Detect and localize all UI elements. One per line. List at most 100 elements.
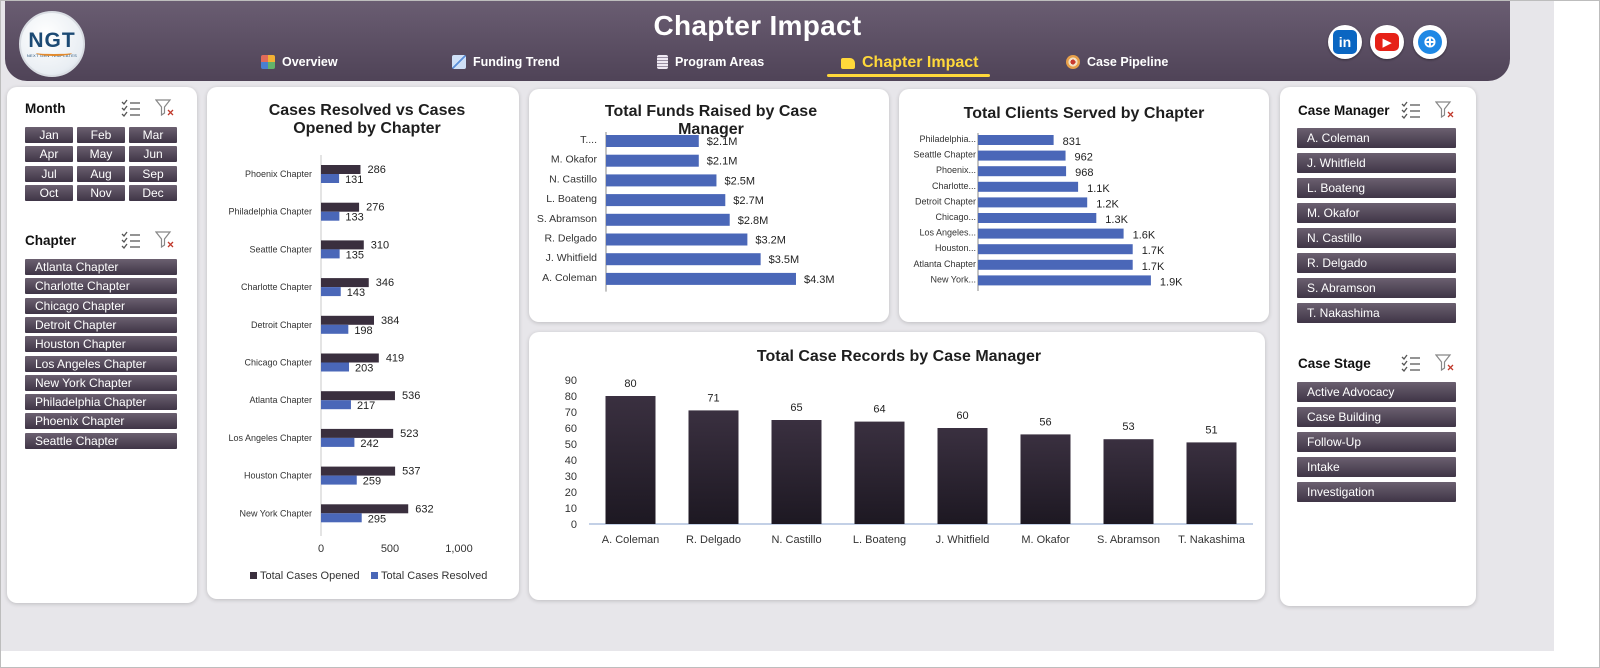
company-logo: NGT NEXT GEN TEMPLATES [19, 11, 85, 77]
month-item-sep[interactable]: Sep [129, 165, 177, 182]
bar-clients [978, 228, 1124, 239]
right-slicer-panel: Case Manager A. Coleman J. Whitfield L. Bo… [1280, 87, 1476, 606]
month-item-dec[interactable]: Dec [129, 184, 177, 201]
dashboard-canvas: NGT NEXT GEN TEMPLATES Chapter Impact Ov… [1, 1, 1554, 651]
multi-select-icon[interactable] [121, 99, 141, 117]
multi-select-icon[interactable] [1401, 101, 1421, 119]
month-item-jul[interactable]: Jul [25, 165, 73, 182]
data-label: 56 [1039, 416, 1051, 428]
bar-cases-resolved [321, 362, 350, 372]
chapter-item[interactable]: Detroit Chapter [25, 316, 177, 333]
category-label: Philadelphia... [919, 134, 976, 144]
case-stage-item[interactable]: Case Building [1297, 407, 1456, 427]
youtube-icon: ▶ [1375, 33, 1399, 51]
chapter-slicer-tools [121, 231, 175, 249]
category-label: Los Angeles Chapter [228, 433, 312, 443]
month-item-jun[interactable]: Jun [129, 146, 177, 163]
month-item-feb[interactable]: Feb [77, 127, 125, 143]
case-manager-item[interactable]: N. Castillo [1297, 228, 1456, 248]
y-tick-label: 90 [565, 375, 577, 387]
data-label-opened: 419 [386, 353, 404, 365]
nav-tab-label: Funding Trend [473, 55, 560, 69]
chart-card-resolved-vs-opened: Cases Resolved vs Cases Opened by Chapte… [207, 87, 519, 599]
column-bar [1020, 434, 1071, 524]
case-manager-item[interactable]: T. Nakashima [1297, 303, 1456, 323]
bar-funds [606, 174, 717, 187]
data-label: $4.3M [804, 274, 835, 286]
bar-cases-resolved [321, 400, 351, 410]
case-manager-item[interactable]: L. Boateng [1297, 178, 1456, 198]
case-manager-item[interactable]: S. Abramson [1297, 278, 1456, 298]
case-manager-item[interactable]: M. Okafor [1297, 203, 1456, 223]
chapter-item[interactable]: Chicago Chapter [25, 297, 177, 314]
month-item-may[interactable]: May [77, 146, 125, 163]
nav-tab-program-areas[interactable]: Program Areas [657, 55, 764, 69]
chapter-item[interactable]: New York Chapter [25, 374, 177, 391]
data-label-opened: 523 [400, 428, 418, 440]
category-label: Los Angeles... [919, 228, 976, 238]
chapter-item[interactable]: Phoenix Chapter [25, 413, 177, 430]
month-item-mar[interactable]: Mar [129, 127, 177, 143]
data-label: 831 [1063, 136, 1081, 148]
category-label: L. Boateng [853, 534, 906, 546]
case-stage-item[interactable]: Investigation [1297, 482, 1456, 502]
website-button[interactable]: ⊕ [1413, 25, 1447, 59]
chapter-item[interactable]: Los Angeles Chapter [25, 355, 177, 372]
case-manager-item[interactable]: R. Delgado [1297, 253, 1456, 273]
chapter-item[interactable]: Charlotte Chapter [25, 278, 177, 295]
chapter-item[interactable]: Houston Chapter [25, 336, 177, 353]
data-label-opened: 632 [415, 503, 433, 515]
multi-select-icon[interactable] [121, 231, 141, 249]
logo-swoosh [36, 50, 72, 56]
chart-card-case-records: Total Case Records by Case Manager 0 10 20… [529, 332, 1265, 600]
month-item-nov[interactable]: Nov [77, 184, 125, 201]
data-label: 71 [707, 392, 719, 404]
month-item-aug[interactable]: Aug [77, 165, 125, 182]
chart-card-clients-served: Total Clients Served by Chapter Philadel… [899, 89, 1269, 322]
nav-tab-case-pipeline[interactable]: Case Pipeline [1066, 55, 1168, 69]
y-tick-label: 50 [565, 439, 577, 451]
bar-cases-resolved [321, 211, 340, 221]
nav-tab-chapter-impact[interactable]: Chapter Impact [826, 54, 991, 77]
bar-cases-opened [321, 315, 374, 325]
chapter-item[interactable]: Philadelphia Chapter [25, 394, 177, 411]
chapter-item[interactable]: Seattle Chapter [25, 432, 177, 449]
data-label-resolved: 217 [357, 400, 375, 412]
category-label: Phoenix Chapter [245, 169, 312, 179]
case-stage-item[interactable]: Intake [1297, 457, 1456, 477]
bar-cases-resolved [321, 324, 349, 334]
bar-cases-opened [321, 202, 360, 212]
multi-select-icon[interactable] [1401, 354, 1421, 372]
category-label: Philadelphia Chapter [228, 207, 312, 217]
y-tick-label: 10 [565, 503, 577, 515]
case-stage-item[interactable]: Active Advocacy [1297, 382, 1456, 402]
bar-clients [978, 259, 1133, 270]
chart-case-records: 0 10 20 30 40 50 60 70 80 90 80 A. Coleman 71 R. Delg… [565, 375, 1253, 546]
chapter-item[interactable]: Atlanta Chapter [25, 259, 177, 275]
clear-filter-icon[interactable] [1435, 354, 1455, 372]
case-stage-item[interactable]: Follow-Up [1297, 432, 1456, 452]
clear-filter-icon[interactable] [1435, 101, 1455, 119]
month-item-apr[interactable]: Apr [25, 146, 73, 163]
clear-filter-icon[interactable] [155, 99, 175, 117]
youtube-button[interactable]: ▶ [1370, 25, 1404, 59]
category-label: Charlotte... [932, 181, 976, 191]
bar-funds [606, 253, 761, 266]
data-label: $2.1M [707, 156, 738, 168]
linkedin-button[interactable]: in [1328, 25, 1362, 59]
nav-tab-overview[interactable]: Overview [261, 55, 338, 69]
linkedin-icon: in [1333, 30, 1357, 54]
case-manager-item[interactable]: A. Coleman [1297, 128, 1456, 148]
month-item-jan[interactable]: Jan [25, 127, 73, 143]
nav-tab-funding-trend[interactable]: Funding Trend [452, 55, 560, 69]
bar-cases-resolved [321, 249, 340, 259]
bar-clients [978, 150, 1066, 161]
clear-filter-icon[interactable] [155, 231, 175, 249]
bar-cases-opened [321, 504, 409, 514]
nav-tab-label: Case Pipeline [1087, 55, 1169, 69]
data-label-opened: 286 [367, 164, 385, 176]
y-tick-label: 40 [565, 455, 577, 467]
month-item-oct[interactable]: Oct [25, 184, 73, 201]
bar-cases-resolved [321, 437, 355, 447]
case-manager-item[interactable]: J. Whitfield [1297, 153, 1456, 173]
